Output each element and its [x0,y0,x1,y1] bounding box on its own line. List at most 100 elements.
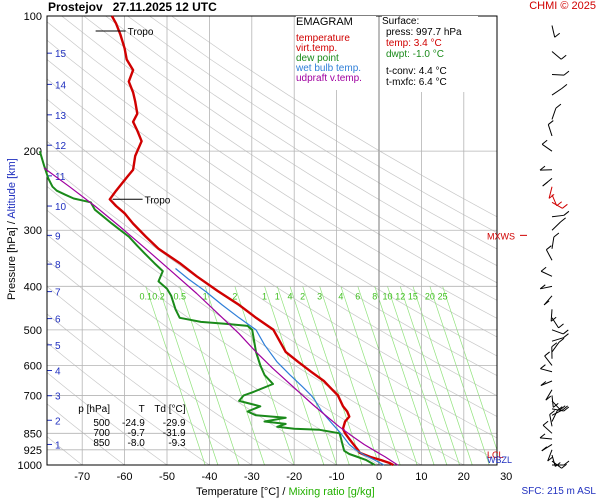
wind-barb-flag [560,54,567,60]
wind-barb [547,124,553,137]
x-axis-mixing-label: Mixing ratio [g/kg] [288,486,375,498]
wind-barb-flag [542,420,549,426]
x-tick-label: -60 [117,471,133,483]
mixing-ratio-line [204,286,265,465]
wind-barb-flag [553,232,560,238]
altitude-label: 9 [55,231,61,242]
dry-adiabat-line [47,259,337,465]
wind-barb-flag [558,337,565,343]
x-tick-label: -30 [244,471,260,483]
wind-barb-flag [541,139,548,145]
altitude-label: 14 [55,80,67,91]
legend-item-virt-temp: virt.temp. [296,43,338,54]
wind-barb [551,25,556,38]
dry-adiabat-line [83,16,497,284]
dry-adiabat-line [47,21,497,319]
series-line-temperature [108,15,394,467]
x-tick-label: -50 [159,471,175,483]
wind-barb-flag [561,463,567,469]
mixing-ratio-line [145,286,206,465]
y-tick-label: 500 [24,325,42,337]
mixing-ratio-label: 12 [395,291,405,301]
copyright-label: CHMI © 2025 [529,0,596,12]
tropopause-label: Tropo [128,27,154,38]
wind-barb [551,214,564,218]
mixing-ratio-label: 0.1 [140,291,153,301]
surface-title: Surface: [382,16,420,27]
dry-adiabat-line [47,286,295,465]
wind-barb-flag [544,351,550,357]
mixing-ratio-line [302,286,363,465]
wind-barb-flag [556,201,563,207]
y-tick-label: 300 [24,225,42,237]
mixing-ratio-label: 25 [438,291,448,301]
mixing-ratio-line [158,286,219,465]
station-name: Prostejov [48,0,103,14]
levels-table: p [hPa] T Td [°C] 500 -24.9 -29.9 700 -9… [76,404,186,449]
table-header: p [hPa] [78,404,110,415]
wind-barb [551,329,564,335]
mixing-ratio-label: 1 [275,291,280,301]
dry-adiabat-line [61,16,497,301]
wind-barb-flag [559,405,566,411]
altitude-label: 15 [55,49,67,60]
x-tick-label: 0 [376,471,382,483]
table-cell: -9.7 [127,428,145,439]
table-cell: -31.9 [162,428,186,439]
wind-barb [540,368,553,373]
surface-press: press: 997.7 hPa [386,27,462,38]
legend-box: EMAGRAM temperature virt.temp. dew point… [296,16,376,90]
legend-item-wet-bulb: wet bulb temp. [296,63,362,74]
datetime-label: 27.11.2025 12 UTC [112,0,217,14]
mixing-ratio-label: 15 [408,291,418,301]
dry-adiabat-line [47,78,497,377]
table-cell: 500 [93,418,110,429]
y-axis-pressure-label: Pressure [hPa] / [6,218,18,300]
wind-barb [551,194,558,206]
level-label: LCL [487,450,504,460]
table-cell: 700 [93,428,110,439]
x-tick-label: 20 [458,471,470,483]
series-line-dewpoint [38,150,376,466]
x-tick-label: -70 [74,471,90,483]
plot-frame [46,15,498,466]
wind-barb [540,380,553,386]
altitude-label: 1 [55,440,61,451]
table-row: 700 -9.7 -31.9 [76,428,186,439]
wind-barb-flag [558,323,564,329]
series-line-wetbulb [175,268,385,466]
mixing-ratio-line [357,286,418,465]
y-tick-label: 925 [24,445,42,457]
y-tick-label: 700 [24,390,42,402]
wind-barb [551,221,561,231]
wind-barb-flag [554,462,561,467]
wind-barb-flag [539,433,546,439]
wind-barb-flag [540,381,547,386]
wind-barb [545,249,553,261]
level-label: WBZL [487,455,512,465]
dry-adiabat-line [171,16,497,218]
tropopause-label: Tropo [145,195,171,206]
altitude-label: 13 [55,111,67,122]
wind-barb-flag [551,342,558,348]
wind-barb [540,437,553,440]
wind-barb [551,395,554,408]
mixing-ratio-line [340,286,401,465]
wind-barb [551,107,557,120]
mixing-ratio-line [429,286,490,465]
mixing-ratio-line [276,286,337,465]
altitude-label: 2 [55,416,61,427]
wind-barb-flag [552,402,559,408]
wind-barb [540,270,553,277]
wind-barb-flag [541,446,548,452]
wind-barb-flag [563,210,570,216]
x-tick-label: -40 [201,471,217,483]
mixing-ratio-label: 2 [232,291,237,301]
wind-barb-flag [561,83,568,89]
y-axis-altitude-label: Altitude [km] [6,158,18,219]
wind-barb-flag [563,70,570,76]
mxws-label: MXWS [487,231,515,241]
surface-dwpt: dwpt: -1.0 °C [386,49,444,60]
wind-barb-flag [560,217,566,223]
y-tick-label: 100 [24,11,42,23]
